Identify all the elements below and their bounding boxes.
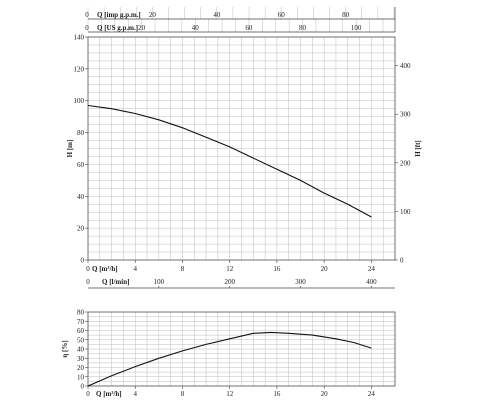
top-axis-tick-label: 80	[299, 24, 307, 32]
top-axis-tick-label: 100	[351, 24, 362, 32]
x-tick-label: 20	[321, 265, 329, 273]
top-axis-label: Q [US g.p.m.]	[97, 24, 138, 32]
y2-tick-label: 0	[400, 257, 404, 265]
efficiency-curve	[87, 331, 372, 387]
top-axis-label: Q [imp g.p.m.]	[97, 11, 141, 19]
y-tick-label: 120	[74, 65, 85, 73]
top-axis-tick-label: 80	[342, 11, 350, 19]
y-tick-label: 140	[74, 34, 85, 42]
eff-y-tick-label: 80	[77, 309, 85, 317]
top-axis-tick-label: 60	[245, 24, 253, 32]
secondary-x-axis-label: Q [l/min]	[102, 278, 129, 286]
eff-x-tick-label: 20	[321, 390, 329, 398]
eff-y-tick-label: 30	[77, 355, 85, 363]
head-curve	[87, 104, 372, 218]
x-axis-label: Q [m³/h]	[92, 265, 118, 273]
eff-x-tick-label: 16	[273, 390, 281, 398]
eff-y-axis-label: η [%]	[61, 340, 69, 357]
top-axis-tick-label: 20	[138, 24, 146, 32]
y-tick-label: 0	[81, 257, 85, 265]
eff-x-tick-label: 0	[86, 390, 90, 398]
secondary-x-tick-label: 0	[86, 278, 90, 286]
eff-y-tick-label: 70	[77, 318, 85, 326]
eff-x-tick-label: 8	[181, 390, 185, 398]
y-tick-label: 20	[77, 225, 85, 233]
y-tick-label: 80	[77, 129, 85, 137]
eff-y-tick-label: 60	[77, 327, 85, 335]
eff-x-tick-label: 24	[368, 390, 376, 398]
eff-y-tick-label: 0	[81, 383, 85, 391]
secondary-x-tick-label: 300	[295, 278, 306, 286]
secondary-x-tick-label: 200	[224, 278, 235, 286]
x-tick-label: 8	[181, 265, 185, 273]
y-axis-label: H [m]	[66, 140, 74, 158]
top-axis-tick-label: 40	[192, 24, 200, 32]
y2-tick-label: 400	[400, 62, 411, 70]
x-tick-label: 0	[86, 265, 90, 273]
y-tick-label: 40	[77, 193, 85, 201]
top-axis-tick-label: 60	[278, 11, 286, 19]
secondary-x-tick-label: 400	[366, 278, 377, 286]
y-tick-label: 60	[77, 161, 85, 169]
eff-x-tick-label: 4	[133, 390, 137, 398]
secondary-x-tick-label: 100	[154, 278, 165, 286]
top-axis-tick-label: 0	[85, 24, 89, 32]
y2-tick-label: 100	[400, 208, 411, 216]
x-tick-label: 16	[273, 265, 281, 273]
y2-tick-label: 300	[400, 111, 411, 119]
top-axis-tick-label: 20	[149, 11, 157, 19]
eff-y-tick-label: 20	[77, 364, 85, 372]
y2-axis-label: H [ft]	[414, 140, 422, 157]
top-axis-tick-label: 40	[213, 11, 221, 19]
eff-y-tick-label: 40	[77, 346, 85, 354]
eff-x-axis-label: Q [m³/h]	[96, 390, 122, 398]
x-tick-label: 12	[226, 265, 234, 273]
head-plot-frame	[87, 36, 396, 261]
y-tick-label: 100	[74, 97, 85, 105]
top-axis-tick-label: 0	[85, 11, 89, 19]
eff-y-tick-label: 50	[77, 336, 85, 344]
x-tick-label: 4	[133, 265, 137, 273]
x-tick-label: 24	[368, 265, 376, 273]
eff-x-tick-label: 12	[226, 390, 234, 398]
eff-y-tick-label: 10	[77, 373, 85, 381]
y2-tick-label: 200	[400, 159, 411, 167]
